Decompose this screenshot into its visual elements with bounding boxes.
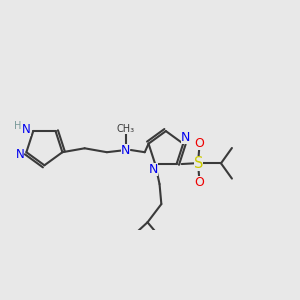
Text: O: O: [194, 137, 204, 150]
Text: CH₃: CH₃: [117, 124, 135, 134]
Text: N: N: [181, 131, 190, 144]
Text: N: N: [121, 143, 130, 157]
Text: H: H: [14, 121, 22, 131]
Text: S: S: [194, 156, 203, 171]
Text: N: N: [148, 164, 158, 176]
Text: N: N: [16, 148, 24, 161]
Text: N: N: [22, 123, 31, 136]
Text: O: O: [194, 176, 204, 190]
